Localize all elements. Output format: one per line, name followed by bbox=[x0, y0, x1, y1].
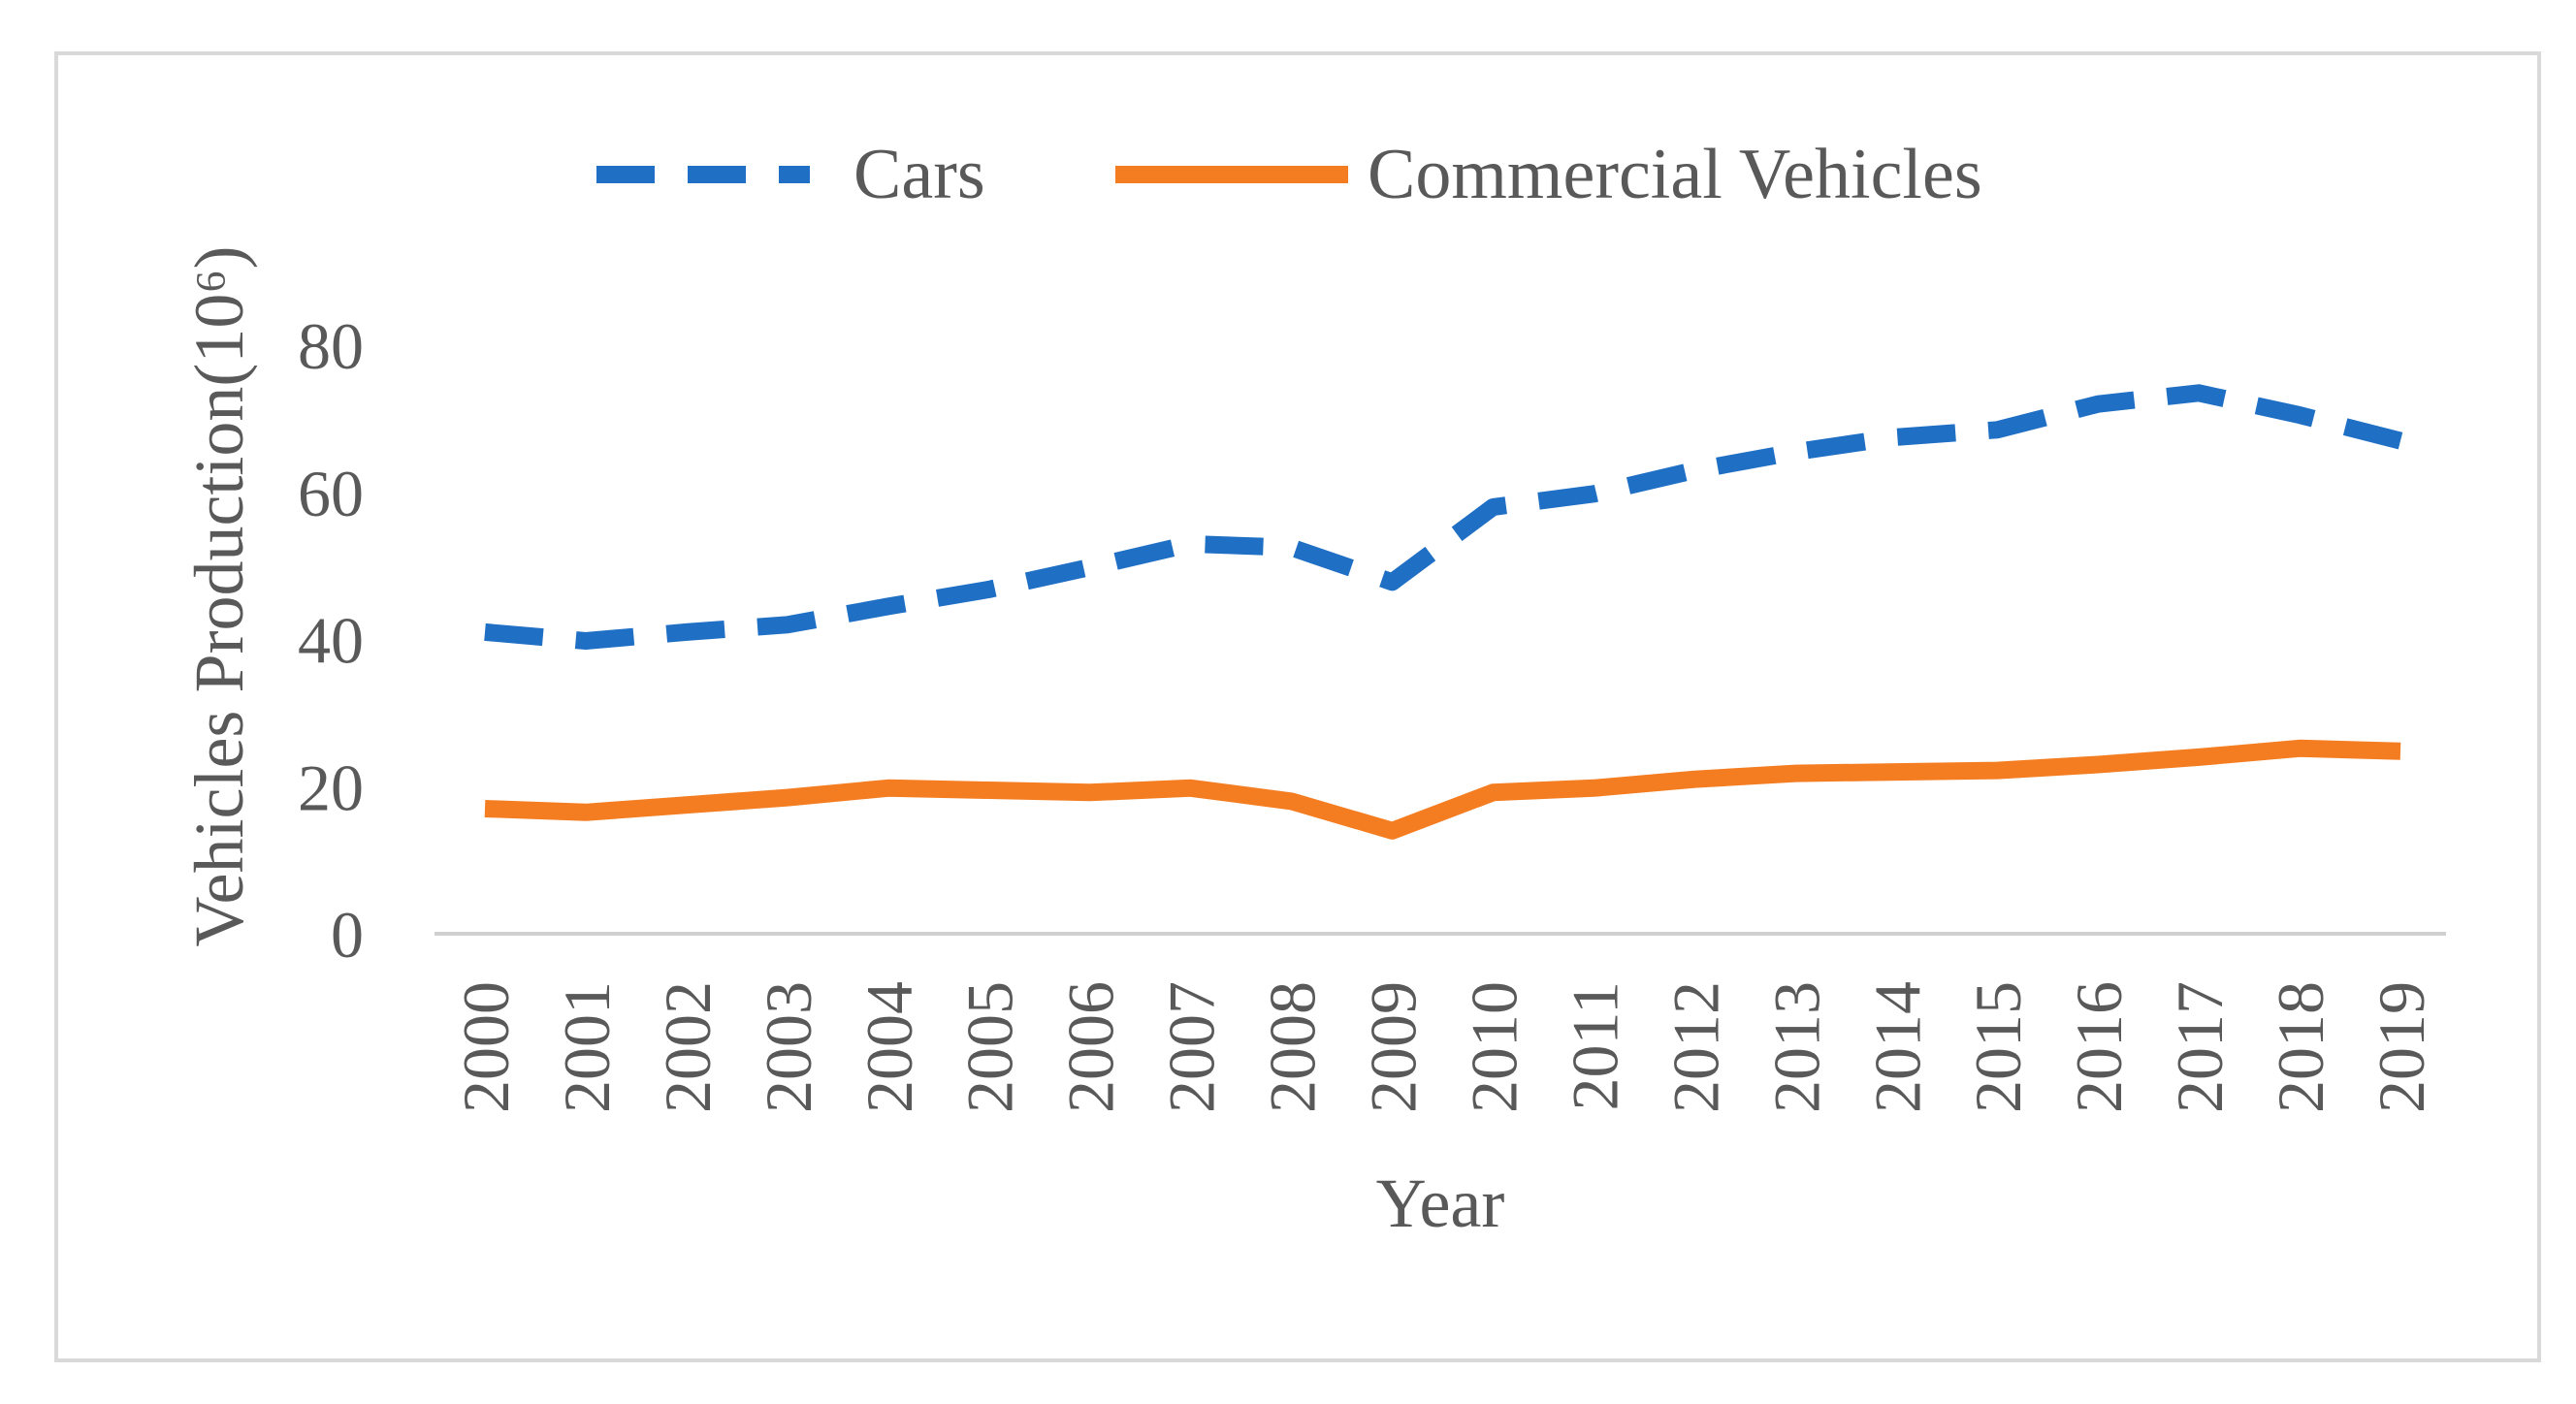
x-tick-label: 2018 bbox=[2264, 981, 2337, 1113]
y-tick-label: 20 bbox=[298, 750, 364, 824]
x-tick-label: 2015 bbox=[1961, 981, 2035, 1113]
x-tick-label: 2000 bbox=[449, 981, 523, 1113]
x-tick-label: 2006 bbox=[1054, 981, 1128, 1113]
series-line-commercial-vehicles bbox=[484, 739, 2401, 840]
y-axis-title: Vehicles Production(10⁶) bbox=[180, 246, 258, 947]
y-tick-label: 80 bbox=[298, 309, 364, 383]
x-tick-label: 2012 bbox=[1658, 981, 1732, 1113]
x-tick-label: 2011 bbox=[1558, 981, 1631, 1110]
x-tick-label: 2010 bbox=[1457, 981, 1530, 1113]
x-tick-label: 2008 bbox=[1256, 981, 1330, 1113]
x-axis-title: Year bbox=[1376, 1165, 1505, 1242]
y-tick-label: 40 bbox=[298, 604, 364, 678]
x-tick-label: 2019 bbox=[2365, 981, 2438, 1113]
legend-label-cars: Cars bbox=[853, 135, 985, 214]
y-tick-label: 0 bbox=[331, 898, 364, 972]
legend: Cars Commercial Vehicles bbox=[596, 135, 1982, 214]
x-tick-label: 2014 bbox=[1860, 981, 1934, 1113]
y-axis-ticks: 0 20 40 60 80 bbox=[298, 309, 364, 972]
chart-frame bbox=[54, 51, 2541, 1362]
series-line-cars bbox=[484, 384, 2403, 650]
x-tick-label: 2016 bbox=[2062, 981, 2136, 1113]
x-tick-label: 2013 bbox=[1759, 981, 1833, 1113]
y-tick-label: 60 bbox=[298, 457, 364, 530]
x-tick-label: 2005 bbox=[953, 981, 1027, 1113]
x-tick-label: 2001 bbox=[550, 981, 624, 1113]
x-tick-label: 2007 bbox=[1155, 981, 1229, 1113]
x-axis-ticks: 2000 2001 2002 2003 2004 2005 2006 2007 2008 2009… bbox=[449, 981, 2438, 1113]
x-tick-label: 2004 bbox=[853, 981, 926, 1113]
x-tick-label: 2017 bbox=[2163, 981, 2237, 1113]
legend-label-commercial-vehicles: Commercial Vehicles bbox=[1368, 135, 1982, 214]
x-tick-label: 2002 bbox=[651, 981, 724, 1113]
series-layer bbox=[484, 384, 2403, 840]
x-tick-label: 2009 bbox=[1357, 981, 1431, 1113]
x-tick-label: 2003 bbox=[752, 981, 825, 1113]
